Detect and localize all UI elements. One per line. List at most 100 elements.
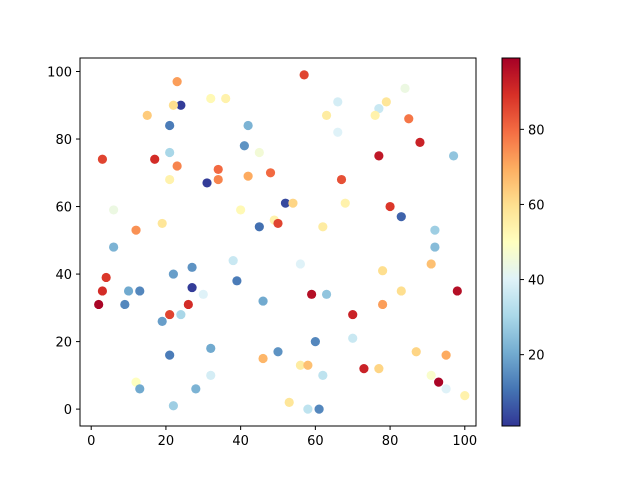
scatter-point <box>378 266 388 276</box>
scatter-point <box>374 364 384 374</box>
scatter-point <box>165 147 175 158</box>
colorbar: 20 40 60 80 <box>501 57 545 427</box>
scatter-point <box>415 137 425 148</box>
scatter-point <box>239 141 249 151</box>
scatter-point <box>273 347 283 357</box>
scatter-point <box>280 198 291 208</box>
scatter-point <box>359 364 369 374</box>
scatter-point <box>191 384 201 394</box>
colorbar-gradient <box>501 57 521 427</box>
y-tick-label: 20 <box>55 336 72 351</box>
scatter-point <box>265 168 276 178</box>
scatter-point <box>101 272 111 283</box>
scatter-point <box>243 171 253 181</box>
scatter-point <box>168 269 178 279</box>
scatter-point <box>426 259 436 269</box>
scatter-point <box>165 309 175 320</box>
scatter-point <box>168 100 178 110</box>
scatter-point <box>254 222 264 232</box>
scatter-point <box>109 205 119 215</box>
scatter-point <box>236 205 246 215</box>
y-tick-label: 0 <box>64 403 72 418</box>
scatter-point <box>221 93 231 104</box>
scatter-point <box>299 70 309 80</box>
plot-frame <box>79 57 477 427</box>
scatter-point <box>176 309 186 320</box>
scatter-point <box>441 384 451 394</box>
scatter-point <box>97 286 108 296</box>
scatter-point <box>333 97 343 107</box>
scatter-point <box>452 286 462 296</box>
scatter-point <box>426 370 436 380</box>
x-tick-label: 20 <box>158 434 175 449</box>
scatter-point <box>374 151 384 161</box>
y-tick-label: 40 <box>55 268 72 283</box>
scatter-point <box>460 391 470 401</box>
x-axis: 0 20 40 60 80 100 <box>87 426 477 449</box>
scatter-point <box>94 299 104 310</box>
scatter-point <box>206 370 216 380</box>
x-tick-label: 60 <box>307 434 324 449</box>
scatter-point <box>396 286 406 296</box>
scatter-point <box>448 151 459 161</box>
scatter-point <box>142 110 152 120</box>
scatter-point <box>370 110 380 120</box>
scatter-point <box>165 174 175 185</box>
scatter-point <box>198 289 208 299</box>
scatter-point <box>404 114 414 124</box>
scatter-point <box>321 289 332 299</box>
x-tick-label: 40 <box>232 434 249 449</box>
scatter-point <box>430 225 440 235</box>
scatter-point <box>400 83 410 93</box>
scatter-point <box>273 218 283 229</box>
scatter-point <box>165 350 175 360</box>
scatter-point <box>202 178 212 188</box>
scatter-point <box>187 282 197 293</box>
scatter-point <box>109 242 119 252</box>
scatter-point <box>258 353 268 364</box>
scatter-point <box>258 296 268 306</box>
scatter-point <box>168 401 178 411</box>
scatter-point <box>333 127 343 137</box>
x-tick-label: 80 <box>382 434 399 449</box>
scatter-point <box>243 120 253 131</box>
scatter-point <box>183 299 193 310</box>
scatter-point <box>172 77 182 87</box>
scatter-point <box>396 212 406 222</box>
scatter-point <box>303 404 313 414</box>
scatter-point <box>381 97 391 107</box>
scatter-point <box>135 384 145 394</box>
scatter-point <box>165 120 175 131</box>
scatter-point <box>434 377 444 387</box>
scatter-point <box>187 262 197 272</box>
scatter-point <box>213 174 223 185</box>
scatter-point <box>206 343 216 353</box>
scatter-point <box>307 289 317 299</box>
x-tick-label: 100 <box>452 434 477 449</box>
scatter-point <box>131 225 141 235</box>
y-tick-label: 80 <box>55 133 72 148</box>
scatter-point <box>213 164 223 175</box>
colorbar-tick-label: 20 <box>528 349 545 364</box>
scatter-point <box>295 360 306 370</box>
scatter-point <box>97 154 108 164</box>
scatter-point <box>385 201 395 212</box>
scatter-point <box>123 286 134 296</box>
scatter-point <box>135 286 145 296</box>
scatter-point <box>441 350 451 360</box>
scatter-point <box>318 222 328 232</box>
scatter-point <box>295 259 306 269</box>
scatter-point <box>430 242 440 252</box>
scatter-point <box>150 154 160 164</box>
scatter-point <box>120 299 130 310</box>
scatter-point <box>157 316 167 326</box>
scatter-point <box>284 397 294 407</box>
scatter-point <box>254 147 264 158</box>
scatter-point <box>206 93 216 104</box>
scatter-point <box>336 174 347 185</box>
scatter-point <box>348 333 358 343</box>
y-axis: 0 20 40 60 80 100 <box>47 66 80 418</box>
scatter-point <box>228 255 238 266</box>
